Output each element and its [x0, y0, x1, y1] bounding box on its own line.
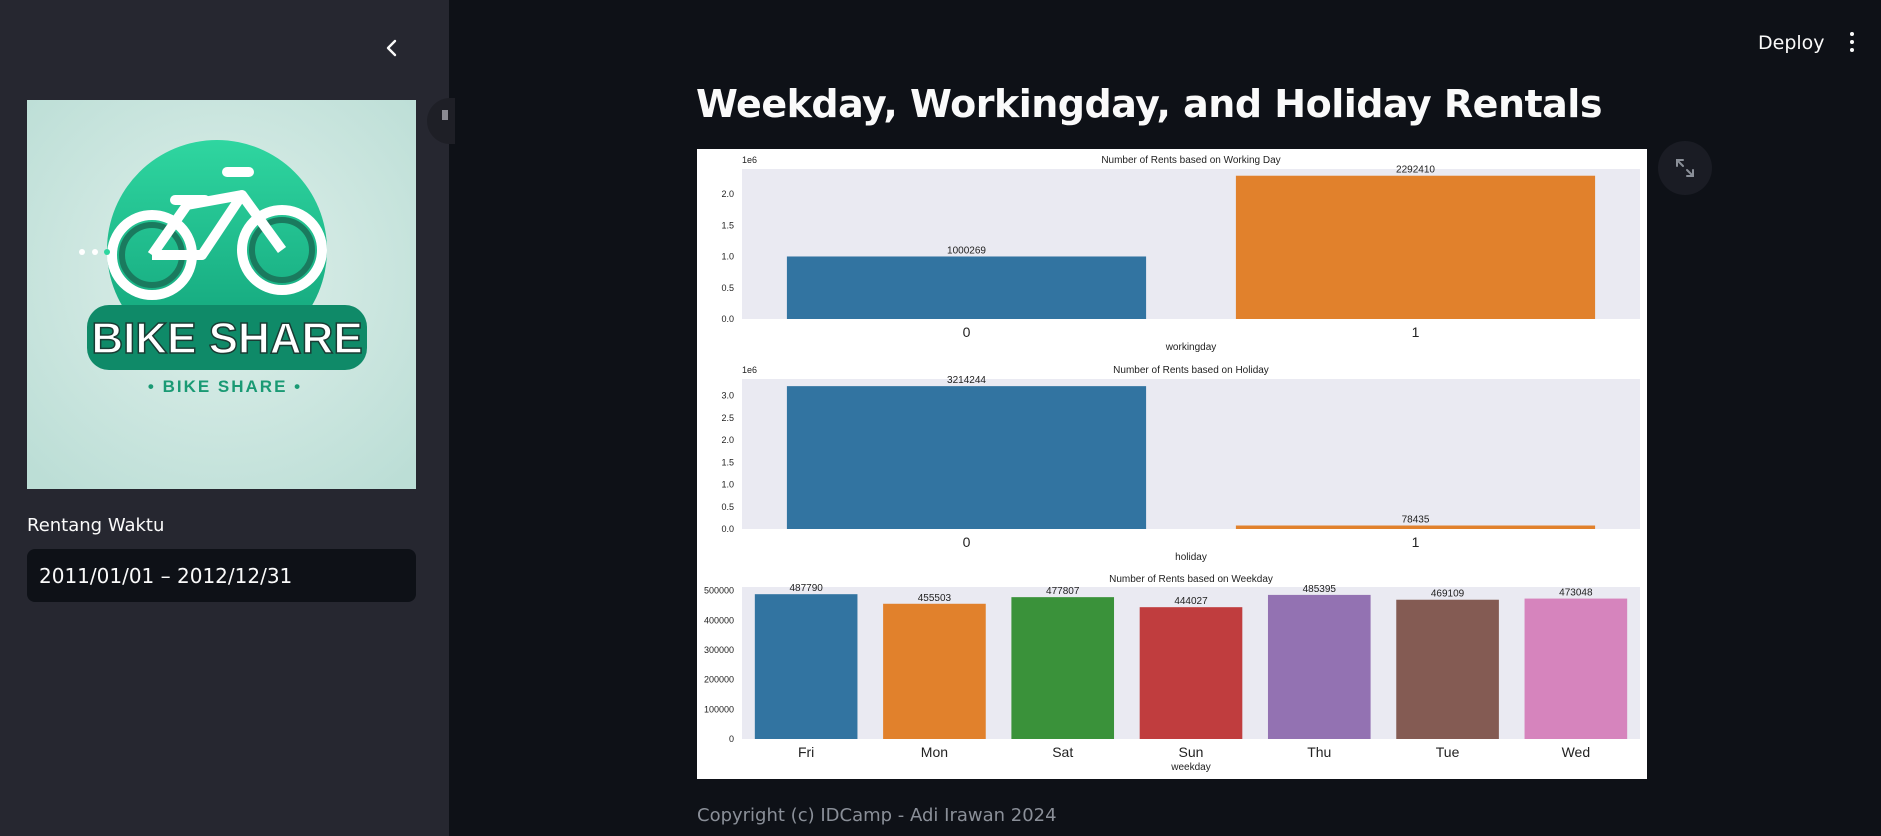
- x-axis-label: holiday: [1175, 552, 1207, 563]
- y-tick-label: 1.5: [721, 457, 734, 467]
- data-label: 455503: [918, 593, 952, 604]
- data-label: 1000269: [947, 245, 986, 256]
- chart-title: Number of Rents based on Working Day: [1101, 155, 1280, 166]
- bike-share-logo: BIKE SHARE • BIKE SHARE •: [27, 100, 416, 489]
- x-tick-label: 1: [1412, 534, 1420, 550]
- x-axis-label: workingday: [1165, 342, 1217, 353]
- fullscreen-button[interactable]: [1658, 141, 1712, 195]
- sidebar: BIKE SHARE • BIKE SHARE • Rentang Waktu …: [0, 0, 449, 836]
- x-axis-label: weekday: [1170, 762, 1210, 773]
- data-label: 3214244: [947, 375, 986, 386]
- rentals-charts: Number of Rents based on Working Day 1e6 0…: [704, 155, 1640, 773]
- x-tick-label: Wed: [1562, 744, 1591, 760]
- footer-copyright: Copyright (c) IDCamp - Adi Irawan 2024: [697, 805, 1057, 826]
- y-tick-label: 0.0: [721, 524, 734, 534]
- bar: [1396, 599, 1499, 739]
- axis-scale-label: 1e6: [742, 155, 757, 165]
- y-tick-label: 0.5: [721, 502, 734, 512]
- y-tick-label: 100000: [704, 704, 734, 714]
- menu-dot-icon: [1850, 40, 1854, 44]
- bar: [1011, 597, 1115, 739]
- y-tick-label: 1.0: [721, 252, 734, 262]
- bar: [1235, 525, 1596, 529]
- y-tick-label: 2.0: [721, 189, 734, 199]
- x-tick-label: Sat: [1052, 744, 1073, 760]
- rentals-figure: Number of Rents based on Working Day 1e6 0…: [697, 149, 1647, 779]
- main-menu-button[interactable]: [1846, 32, 1858, 56]
- data-label: 469109: [1431, 589, 1465, 600]
- date-range-input[interactable]: 2011/01/01 – 2012/12/31: [27, 549, 416, 602]
- y-tick-label: 0.5: [721, 283, 734, 293]
- chart-title: Number of Rents based on Weekday: [1109, 574, 1273, 585]
- data-label: 444027: [1174, 596, 1208, 607]
- data-label: 2292410: [1396, 165, 1435, 176]
- y-tick-label: 1.5: [721, 220, 734, 230]
- x-tick-label: 0: [963, 534, 971, 550]
- y-tick-label: 500000: [704, 586, 734, 596]
- bar: [1235, 175, 1596, 319]
- y-tick-label: 1.0: [721, 480, 734, 490]
- chart-title: Number of Rents based on Holiday: [1113, 365, 1269, 376]
- expand-icon: [1676, 159, 1694, 177]
- x-tick-label: Thu: [1307, 744, 1331, 760]
- data-label: 477807: [1046, 586, 1080, 597]
- bar: [1524, 598, 1628, 739]
- bar: [786, 256, 1147, 319]
- x-tick-label: 1: [1412, 324, 1420, 340]
- page-title: Weekday, Workingday, and Holiday Rentals: [696, 82, 1602, 126]
- date-range-label: Rentang Waktu: [27, 515, 165, 536]
- x-tick-label: Mon: [921, 744, 948, 760]
- y-tick-label: 2.5: [721, 413, 734, 423]
- deploy-button[interactable]: Deploy: [1758, 32, 1825, 54]
- svg-text:BIKE SHARE: BIKE SHARE: [91, 314, 362, 363]
- data-label: 78435: [1402, 515, 1430, 526]
- bar: [883, 603, 986, 739]
- y-tick-label: 0.0: [721, 314, 734, 324]
- x-tick-label: 0: [963, 324, 971, 340]
- x-tick-label: Tue: [1436, 744, 1460, 760]
- data-label: 487790: [789, 583, 823, 594]
- bike-logo-image: BIKE SHARE • BIKE SHARE •: [27, 100, 416, 489]
- bar: [786, 386, 1147, 529]
- resize-handle-icon: [442, 110, 448, 120]
- data-label: 473048: [1559, 588, 1593, 599]
- collapse-sidebar-button[interactable]: [378, 34, 406, 62]
- bar: [754, 594, 858, 739]
- menu-dot-icon: [1850, 32, 1854, 36]
- menu-dot-icon: [1850, 48, 1854, 52]
- bar: [1267, 594, 1371, 739]
- y-tick-label: 0: [729, 734, 734, 744]
- y-tick-label: 400000: [704, 615, 734, 625]
- y-tick-label: 3.0: [721, 391, 734, 401]
- svg-text:• BIKE SHARE •: • BIKE SHARE •: [148, 377, 302, 396]
- chevron-left-icon: [386, 39, 397, 57]
- y-tick-label: 300000: [704, 645, 734, 655]
- x-tick-label: Fri: [798, 744, 814, 760]
- data-label: 485395: [1303, 584, 1337, 595]
- x-tick-label: Sun: [1179, 744, 1204, 760]
- bar: [1139, 607, 1243, 739]
- y-tick-label: 200000: [704, 675, 734, 685]
- axis-scale-label: 1e6: [742, 365, 757, 375]
- y-tick-label: 2.0: [721, 435, 734, 445]
